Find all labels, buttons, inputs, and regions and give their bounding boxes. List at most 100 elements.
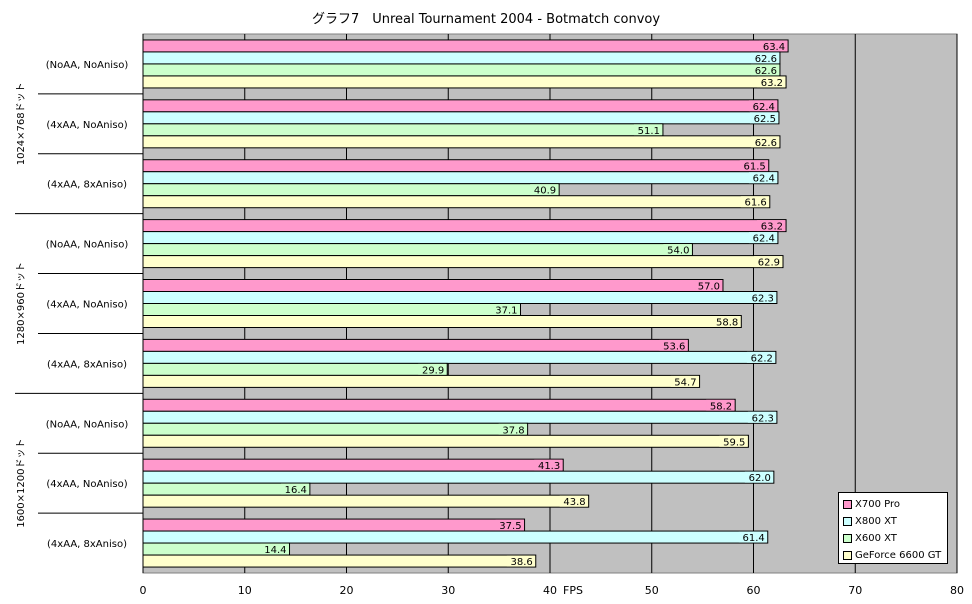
data-label: 62.4 — [753, 102, 775, 113]
data-label: 63.2 — [761, 222, 783, 233]
data-label-box — [693, 280, 722, 291]
data-label-box — [659, 339, 688, 351]
data-label-box — [719, 435, 748, 447]
legend-label: X800 XT — [855, 516, 897, 527]
data-label: 43.8 — [563, 497, 585, 508]
bar — [142, 470, 775, 484]
data-label-box — [748, 172, 777, 184]
data-label-box — [280, 483, 309, 495]
legend-swatch — [843, 551, 852, 560]
legend-swatch — [843, 500, 852, 509]
data-label: 61.6 — [745, 198, 767, 209]
bar — [142, 159, 770, 173]
data-label-box — [530, 184, 559, 196]
data-label: 37.5 — [499, 521, 521, 532]
bar — [142, 183, 560, 197]
bar — [142, 279, 724, 292]
data-label-box — [663, 244, 692, 256]
category-label: (4xAA, 8xAniso) — [47, 359, 127, 370]
bar — [142, 494, 590, 508]
bar — [142, 362, 448, 376]
bar — [142, 398, 736, 412]
data-label-box — [498, 423, 527, 435]
data-label-box — [757, 76, 786, 88]
data-label: 40.9 — [534, 186, 556, 197]
data-label-box — [706, 399, 735, 411]
data-label: 29.9 — [422, 365, 444, 376]
data-label: 62.3 — [752, 413, 774, 424]
data-label-box — [260, 543, 289, 555]
data-label-box — [754, 256, 783, 268]
data-label-box — [748, 100, 777, 112]
data-label-box — [712, 316, 741, 327]
data-label: 58.2 — [710, 401, 732, 412]
bar — [142, 338, 689, 352]
bar — [142, 51, 781, 65]
bar — [142, 530, 769, 544]
data-label-box — [744, 471, 773, 483]
group-label: 1600×1200ドット — [16, 439, 27, 528]
bar — [142, 135, 781, 149]
data-label-box — [757, 220, 786, 232]
data-label-box — [749, 112, 778, 124]
data-label: 61.5 — [743, 162, 765, 173]
data-label: 37.8 — [502, 425, 524, 436]
data-label: 38.6 — [510, 557, 532, 568]
legend-item: X600 XT — [843, 530, 947, 547]
chart-title: グラフ7 Unreal Tournament 2004 - Botmatch c… — [311, 12, 661, 27]
data-label: 62.5 — [754, 114, 776, 125]
bar — [142, 195, 771, 209]
bar — [142, 410, 778, 424]
legend-label: GeForce 6600 GT — [855, 550, 942, 561]
data-label-box — [739, 160, 768, 172]
data-label: 61.4 — [742, 533, 764, 544]
data-label: 51.1 — [638, 126, 660, 137]
data-label-box — [747, 411, 776, 423]
data-label: 62.6 — [755, 66, 777, 77]
category-label: (4xAA, 8xAniso) — [47, 539, 127, 550]
data-label: 62.0 — [749, 473, 771, 484]
data-label: 53.6 — [663, 341, 685, 352]
category-label: (4xAA, 8xAniso) — [47, 180, 127, 191]
legend-item: X800 XT — [843, 513, 947, 530]
bar — [142, 374, 701, 388]
bar — [142, 75, 787, 89]
data-label: 54.7 — [674, 377, 696, 388]
bar — [142, 434, 749, 448]
legend-label: X600 XT — [855, 533, 897, 544]
data-label-box — [633, 124, 662, 136]
data-label: 37.1 — [495, 306, 517, 317]
category-label: (4xAA, NoAniso) — [46, 479, 127, 490]
category-label: (4xAA, NoAniso) — [46, 120, 127, 131]
data-label-box — [738, 531, 767, 543]
bar — [142, 111, 780, 125]
data-label-box — [670, 375, 699, 387]
data-label-box — [748, 232, 777, 244]
data-label: 62.3 — [752, 294, 774, 305]
data-label-box — [534, 459, 563, 471]
x-axis-title: FPS — [563, 584, 583, 597]
data-label: 41.3 — [538, 461, 560, 472]
data-label: 62.6 — [755, 138, 777, 149]
data-label: 63.4 — [763, 42, 785, 53]
data-label: 16.4 — [285, 485, 307, 496]
bar — [142, 255, 784, 269]
data-label-box — [759, 40, 788, 52]
x-tick-label: 20 — [340, 584, 354, 597]
group-label: 1024×768ドット — [16, 82, 27, 165]
group-label: 1280×960ドット — [16, 262, 27, 345]
data-label: 14.4 — [264, 545, 286, 556]
legend: X700 Pro X800 XT X600 XT GeForce 6600 GT — [838, 492, 948, 564]
bar — [142, 315, 742, 328]
legend-swatch — [843, 534, 852, 543]
data-label: 62.9 — [758, 258, 780, 269]
x-tick-label: 50 — [645, 584, 659, 597]
data-label: 59.5 — [723, 437, 745, 448]
data-label: 62.4 — [753, 234, 775, 245]
bar — [142, 458, 564, 472]
bar — [142, 422, 529, 436]
bar — [142, 231, 779, 245]
data-label: 62.4 — [753, 174, 775, 185]
bar — [142, 171, 779, 185]
